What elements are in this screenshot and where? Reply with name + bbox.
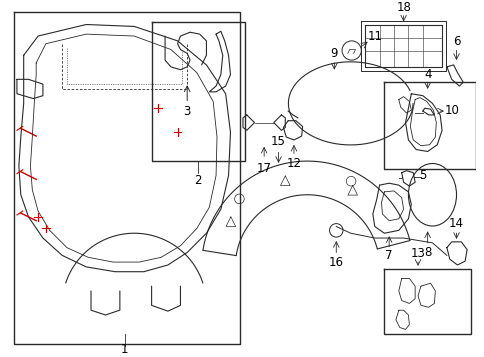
Text: 12: 12 [286,156,301,170]
Text: 1: 1 [121,343,128,356]
Text: 6: 6 [452,35,459,48]
Text: 4: 4 [423,68,430,81]
Text: 3: 3 [183,105,191,117]
Text: 7: 7 [385,249,392,262]
Text: 17: 17 [256,162,271,175]
Text: 11: 11 [366,30,381,42]
Text: 8: 8 [423,246,430,259]
Text: 18: 18 [395,1,410,14]
Text: 9: 9 [330,47,337,60]
Text: 13: 13 [410,247,424,260]
Text: 5: 5 [418,169,425,182]
Text: 14: 14 [448,217,463,230]
Text: 15: 15 [271,135,286,149]
Text: 16: 16 [328,256,343,268]
Text: 10: 10 [443,104,458,117]
Text: 2: 2 [194,174,201,187]
